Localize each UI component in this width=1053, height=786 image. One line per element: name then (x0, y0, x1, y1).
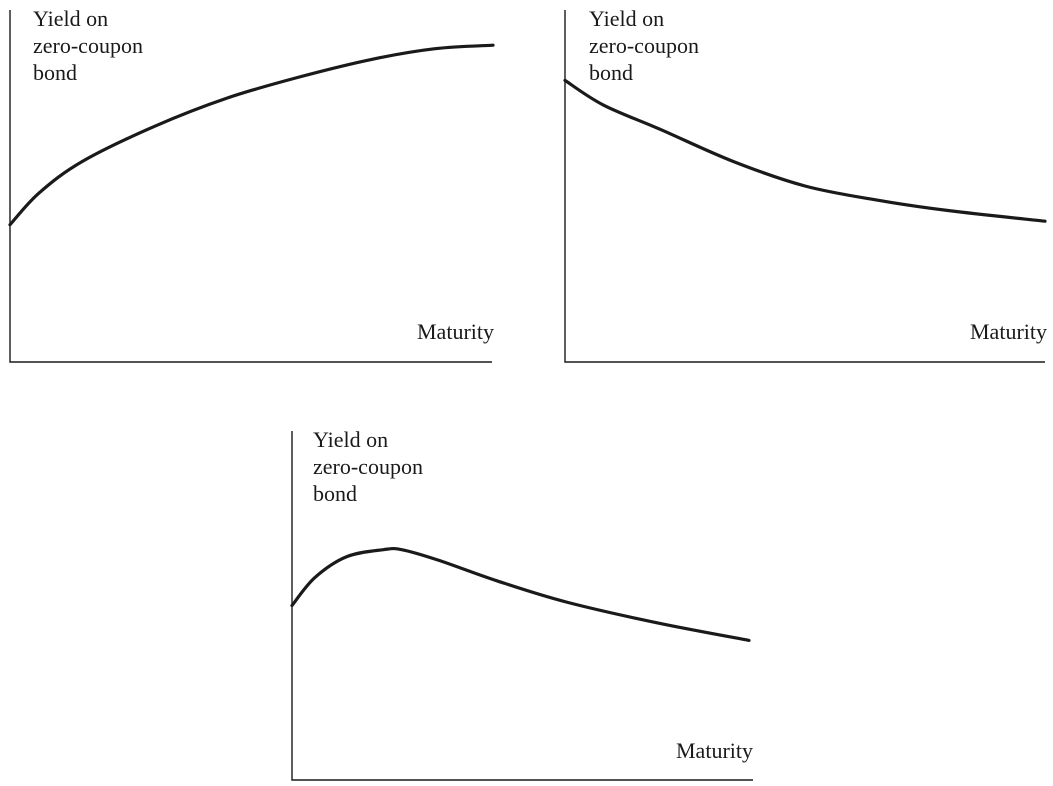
chart-axes (564, 10, 1045, 363)
x-axis-label: Maturity (970, 319, 1047, 344)
y-axis-label-line: bond (33, 60, 77, 85)
y-axis-label-line: Yield on (313, 427, 388, 452)
y-axis-label: Yield on zero-coupon bond (589, 6, 704, 85)
y-axis-label-line: bond (313, 481, 357, 506)
yield-curve-line (8, 43, 495, 227)
yield-curve-line (563, 78, 1047, 223)
chart-downward-sloping: Yield on zero-coupon bond Maturity (563, 6, 1047, 363)
y-axis-label: Yield on zero-coupon bond (33, 6, 148, 85)
y-axis-label-line: bond (589, 60, 633, 85)
chart-axes (9, 10, 492, 363)
y-axis-label: Yield on zero-coupon bond (313, 427, 428, 506)
y-axis-label-line: Yield on (33, 6, 108, 31)
chart-upward-sloping: Yield on zero-coupon bond Maturity (8, 6, 495, 363)
chart-axes (291, 431, 753, 781)
yield-curve-line (290, 546, 751, 642)
y-axis-label-line: zero-coupon (589, 33, 699, 58)
y-axis-label-line: Yield on (589, 6, 664, 31)
y-axis-label-line: zero-coupon (313, 454, 423, 479)
x-axis-label: Maturity (417, 319, 494, 344)
y-axis-label-line: zero-coupon (33, 33, 143, 58)
x-axis-label: Maturity (676, 738, 753, 763)
chart-humped: Yield on zero-coupon bond Maturity (290, 427, 753, 781)
